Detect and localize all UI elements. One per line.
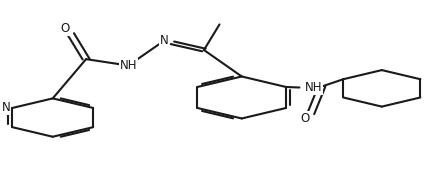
Text: O: O (60, 22, 69, 36)
Text: N: N (160, 34, 168, 47)
Text: O: O (300, 112, 309, 125)
Text: N: N (2, 101, 10, 114)
Text: NH: NH (304, 81, 322, 94)
Text: NH: NH (120, 59, 138, 72)
